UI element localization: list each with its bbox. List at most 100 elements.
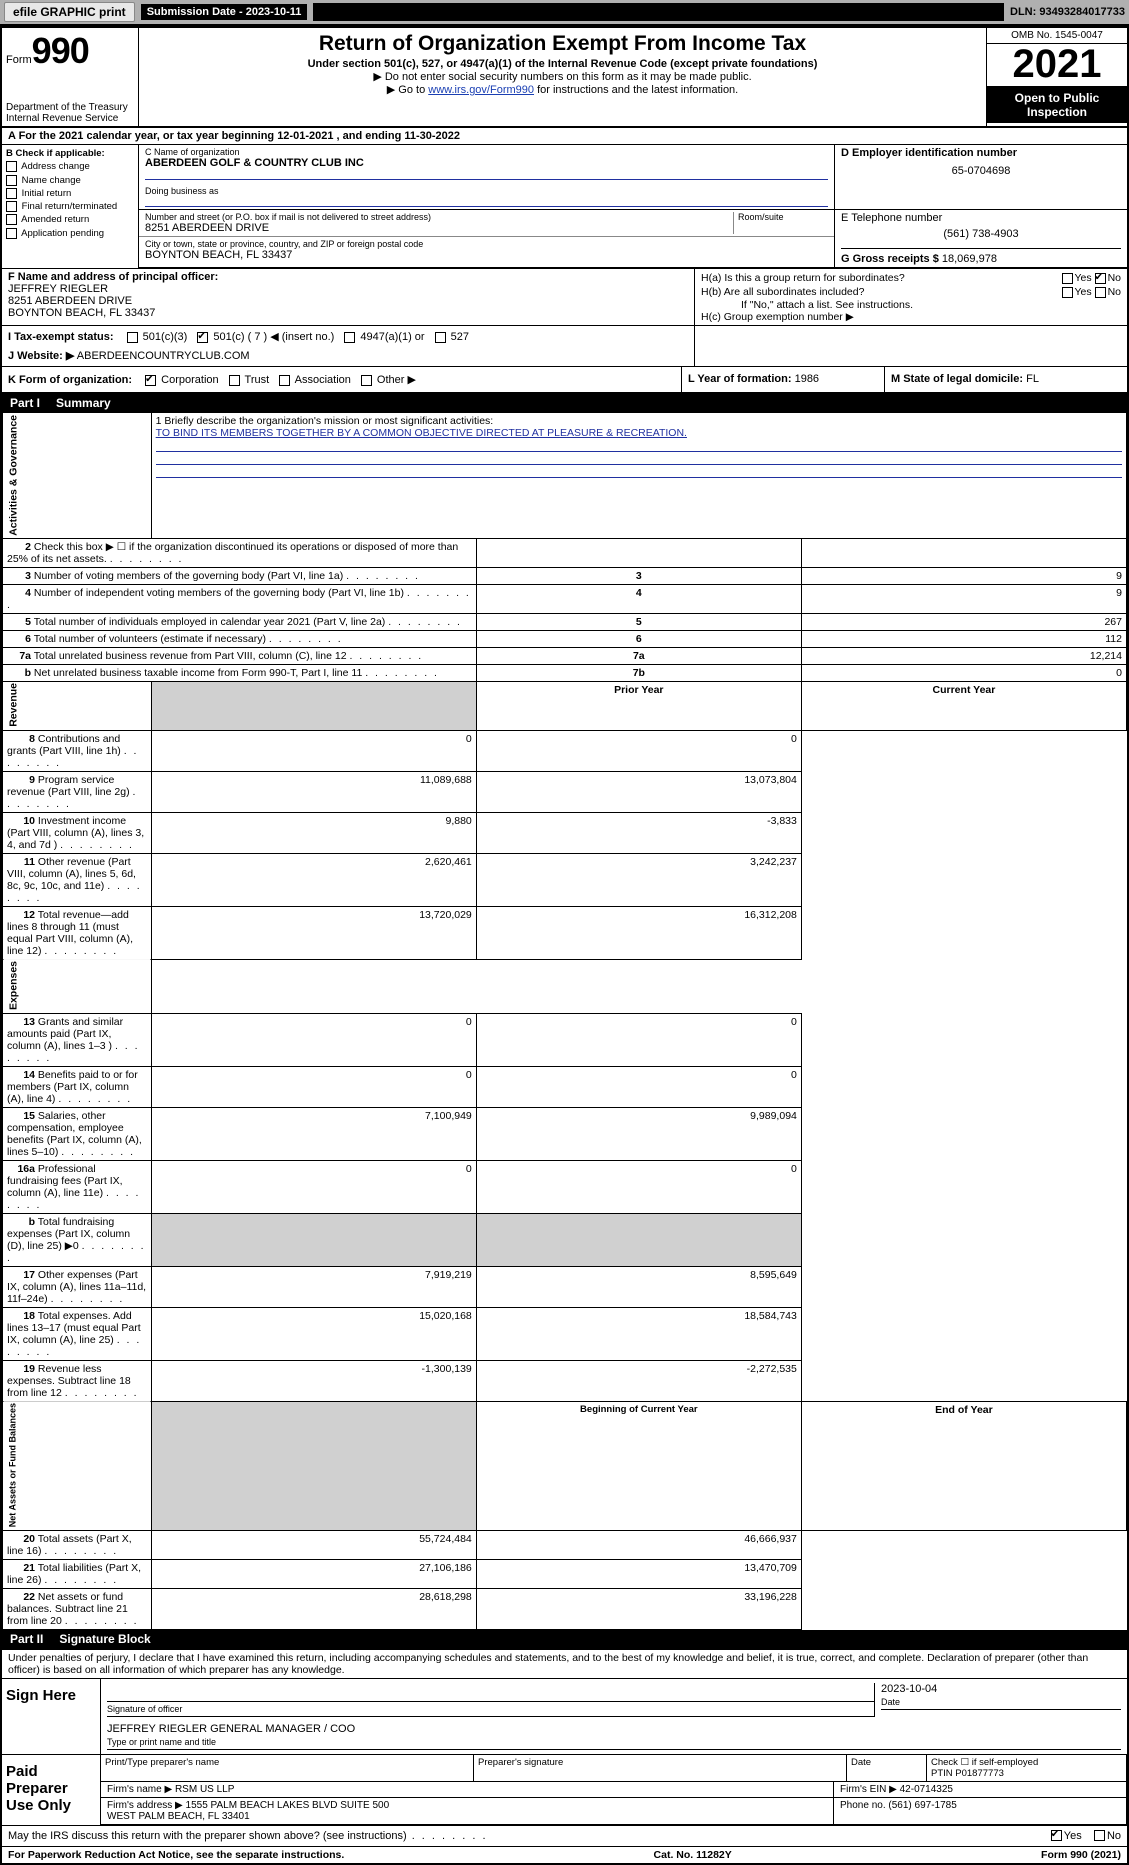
note-link: ▶ Go to www.irs.gov/Form990 for instruct…: [145, 83, 980, 96]
row-i-j: I Tax-exempt status: 501(c)(3) 501(c) ( …: [2, 326, 1127, 367]
form-prefix: Form: [6, 54, 32, 66]
part-i-header: Part I Summary: [2, 394, 1127, 412]
sign-here-block: Sign Here Signature of officer 2023-10-0…: [2, 1678, 1127, 1754]
table-row: 8 Contributions and grants (Part VIII, l…: [3, 730, 1127, 771]
hc-cell: [695, 326, 1127, 366]
i-label: I Tax-exempt status:: [8, 331, 114, 343]
table-row: b Net unrelated business taxable income …: [3, 664, 1127, 681]
officer-name: JEFFREY RIEGLER: [8, 283, 688, 295]
i-checkbox[interactable]: [197, 332, 208, 343]
i-checkbox[interactable]: [344, 332, 355, 343]
name-title-label: Type or print name and title: [107, 1735, 1121, 1750]
dln: DLN: 93493284017733: [1010, 6, 1125, 18]
no-text: No: [1108, 272, 1121, 284]
l-label: L Year of formation:: [688, 373, 792, 385]
k-checkbox[interactable]: [279, 375, 290, 386]
self-employed-check: Check ☐ if self-employed: [931, 1757, 1038, 1768]
section-f: F Name and address of principal officer:…: [2, 269, 695, 325]
section-c-wrap: C Name of organization ABERDEEN GOLF & C…: [139, 145, 1127, 268]
hb-no-checkbox[interactable]: [1095, 287, 1106, 298]
note2-suffix: for instructions and the latest informat…: [534, 84, 738, 96]
i-checkbox[interactable]: [435, 332, 446, 343]
tab-net-assets: Net Assets or Fund Balances: [3, 1401, 152, 1530]
date-label: Date: [881, 1695, 1121, 1710]
ptin-value: P01877773: [955, 1768, 1004, 1779]
table-row: 15 Salaries, other compensation, employe…: [3, 1107, 1127, 1160]
prior-year-header: Prior Year: [476, 681, 801, 730]
officer-addr1: 8251 ABERDEEN DRIVE: [8, 295, 688, 307]
efile-print-button[interactable]: efile GRAPHIC print: [4, 2, 135, 22]
b-checkbox[interactable]: [6, 188, 17, 199]
table-row: 9 Program service revenue (Part VIII, li…: [3, 771, 1127, 812]
hb-yes-checkbox[interactable]: [1062, 287, 1073, 298]
section-c-address: Number and street (or P.O. box if mail i…: [139, 210, 835, 267]
discuss-no-checkbox[interactable]: [1094, 1830, 1105, 1841]
k-checkbox[interactable]: [361, 375, 372, 386]
header-center: Return of Organization Exempt From Incom…: [139, 28, 986, 126]
paperwork-notice: For Paperwork Reduction Act Notice, see …: [8, 1849, 344, 1861]
k-checkbox[interactable]: [229, 375, 240, 386]
tab-revenue: Revenue: [3, 681, 152, 730]
street-address: 8251 ABERDEEN DRIVE: [145, 222, 733, 234]
row-a-tax-year: A For the 2021 calendar year, or tax yea…: [2, 128, 1127, 145]
city-label: City or town, state or province, country…: [145, 239, 828, 249]
ptin-label: PTIN: [931, 1768, 953, 1779]
paid-preparer-block: Paid Preparer Use Only Print/Type prepar…: [2, 1754, 1127, 1825]
table-row: 14 Benefits paid to or for members (Part…: [3, 1066, 1127, 1107]
hb-note: If "No," attach a list. See instructions…: [701, 299, 1121, 311]
firm-ein-label: Firm's EIN ▶: [840, 1784, 897, 1795]
discuss-row: May the IRS discuss this return with the…: [2, 1825, 1127, 1846]
table-row: 4 Number of independent voting members o…: [3, 584, 1127, 613]
section-j: J Website: ▶ ABERDEENCOUNTRYCLUB.COM: [8, 349, 688, 362]
yes-text: Yes: [1075, 272, 1092, 284]
hc-label: H(c) Group exemption number ▶: [701, 311, 1121, 323]
block-b-through-g: B Check if applicable: Address change Na…: [2, 145, 1127, 269]
blackbar: [313, 3, 1004, 21]
phone-label: Phone no.: [840, 1800, 886, 1811]
i-checkbox[interactable]: [127, 332, 138, 343]
e-label: E Telephone number: [841, 212, 1121, 224]
table-row: 10 Investment income (Part VIII, column …: [3, 812, 1127, 853]
m-label: M State of legal domicile:: [891, 373, 1023, 385]
firm-name: RSM US LLP: [175, 1784, 234, 1795]
table-row: 22 Net assets or fund balances. Subtract…: [3, 1588, 1127, 1629]
firm-phone: (561) 697-1785: [888, 1800, 956, 1811]
b-checkbox[interactable]: [6, 228, 17, 239]
part-ii-header: Part II Signature Block: [2, 1630, 1127, 1648]
form-subtitle: Under section 501(c), 527, or 4947(a)(1)…: [145, 58, 980, 70]
website: ABERDEENCOUNTRYCLUB.COM: [77, 350, 250, 362]
officer-signed-name: JEFFREY RIEGLER GENERAL MANAGER / COO: [107, 1723, 1121, 1735]
ha-yes-checkbox[interactable]: [1062, 273, 1073, 284]
summary-table: Activities & Governance 1 Briefly descri…: [2, 412, 1127, 1630]
section-e-g: E Telephone number (561) 738-4903 G Gros…: [835, 210, 1127, 267]
b-checkbox[interactable]: [6, 161, 17, 172]
discuss-text: May the IRS discuss this return with the…: [8, 1830, 488, 1842]
b-checkbox[interactable]: [6, 175, 17, 186]
irs-link[interactable]: www.irs.gov/Form990: [428, 84, 534, 96]
form-number: 990: [32, 30, 89, 71]
section-m: M State of legal domicile: FL: [885, 367, 1127, 392]
form-title: Return of Organization Exempt From Incom…: [145, 32, 980, 56]
discuss-yes-checkbox[interactable]: [1051, 1830, 1062, 1841]
top-bar: efile GRAPHIC print Submission Date - 20…: [0, 0, 1129, 26]
prep-date-header: Date: [847, 1755, 927, 1782]
part-ii-label: Part II: [10, 1632, 43, 1646]
table-row: 16a Professional fundraising fees (Part …: [3, 1160, 1127, 1213]
section-k: K Form of organization: Corporation Trus…: [2, 367, 682, 392]
part-ii-title: Signature Block: [59, 1632, 150, 1646]
b-checkbox[interactable]: [6, 201, 17, 212]
dept-treasury: Department of the Treasury: [6, 102, 134, 113]
form-ref: Form 990 (2021): [1041, 1849, 1121, 1861]
b-checkbox[interactable]: [6, 214, 17, 225]
form-990: Form990 Department of the Treasury Inter…: [0, 26, 1129, 1865]
f-label: F Name and address of principal officer:: [8, 271, 688, 283]
tax-year: 2021: [987, 44, 1127, 87]
section-h: H(a) Is this a group return for subordin…: [695, 269, 1127, 325]
d-label: D Employer identification number: [841, 147, 1121, 159]
ha-no-checkbox[interactable]: [1095, 273, 1106, 284]
city-state-zip: BOYNTON BEACH, FL 33437: [145, 249, 828, 261]
section-b: B Check if applicable: Address change Na…: [2, 145, 139, 268]
k-checkbox[interactable]: [145, 375, 156, 386]
mission-text: TO BIND ITS MEMBERS TOGETHER BY A COMMON…: [156, 427, 1122, 439]
row-k-l-m: K Form of organization: Corporation Trus…: [2, 367, 1127, 394]
